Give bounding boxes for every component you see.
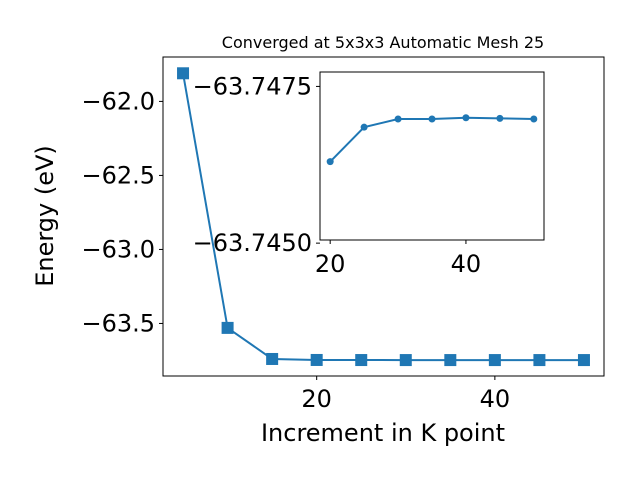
inset-y-tick-label: −63.7450 (193, 229, 312, 257)
inset-y-tick-label: −63.7475 (193, 72, 312, 100)
main-data-point (444, 354, 457, 367)
main-data-point (577, 354, 590, 367)
main-data-point (266, 352, 279, 365)
main-y-tick-label: −62.0 (81, 87, 155, 115)
main-series (177, 67, 590, 367)
inset-data-point (496, 114, 504, 122)
inset-data-point (428, 115, 436, 123)
main-y-tick-label: −63.0 (81, 235, 155, 263)
inset-x-tick-label: 40 (451, 250, 482, 278)
inset-axes-frame (319, 71, 545, 241)
inset-data-point (360, 123, 368, 131)
inset-chart: 20 40 −63.7475−63.7450 (193, 71, 545, 278)
main-y-tick-label: −63.5 (81, 309, 155, 337)
main-axes-frame (162, 56, 605, 377)
main-y-ticks: −62.0 −62.5 −63.0 −63.5 (81, 87, 163, 337)
x-axis-label: Increment in K point (261, 419, 505, 447)
main-series-line (182, 73, 584, 362)
inset-data-point (530, 115, 538, 123)
inset-data-point (462, 114, 470, 122)
main-data-point (355, 354, 368, 367)
inset-y-ticks: −63.7475 −63.7450 (193, 72, 320, 257)
main-chart: 20 40 −62.0−62.5−63.0−63.5 Converged at 5… (31, 33, 605, 447)
chart-title: Converged at 5x3x3 Automatic Mesh 25 (222, 33, 544, 52)
main-data-point (488, 354, 501, 367)
inset-x-ticks: 20 40 (315, 240, 481, 278)
inset-data-point (394, 115, 402, 123)
main-data-point (310, 353, 323, 366)
main-x-ticks: 20 40 (301, 376, 510, 413)
main-data-point (399, 354, 412, 367)
main-data-point (177, 67, 190, 80)
main-x-tick-label: 40 (480, 385, 511, 413)
inset-data-point (326, 158, 334, 166)
inset-background (320, 72, 544, 240)
inset-series (326, 114, 538, 166)
y-axis-label: Energy (eV) (31, 145, 59, 287)
inset-x-tick-label: 20 (315, 250, 346, 278)
main-data-point (221, 321, 234, 334)
main-x-tick-label: 20 (301, 385, 332, 413)
main-y-tick-label: −62.5 (81, 161, 155, 189)
main-data-point (533, 354, 546, 367)
